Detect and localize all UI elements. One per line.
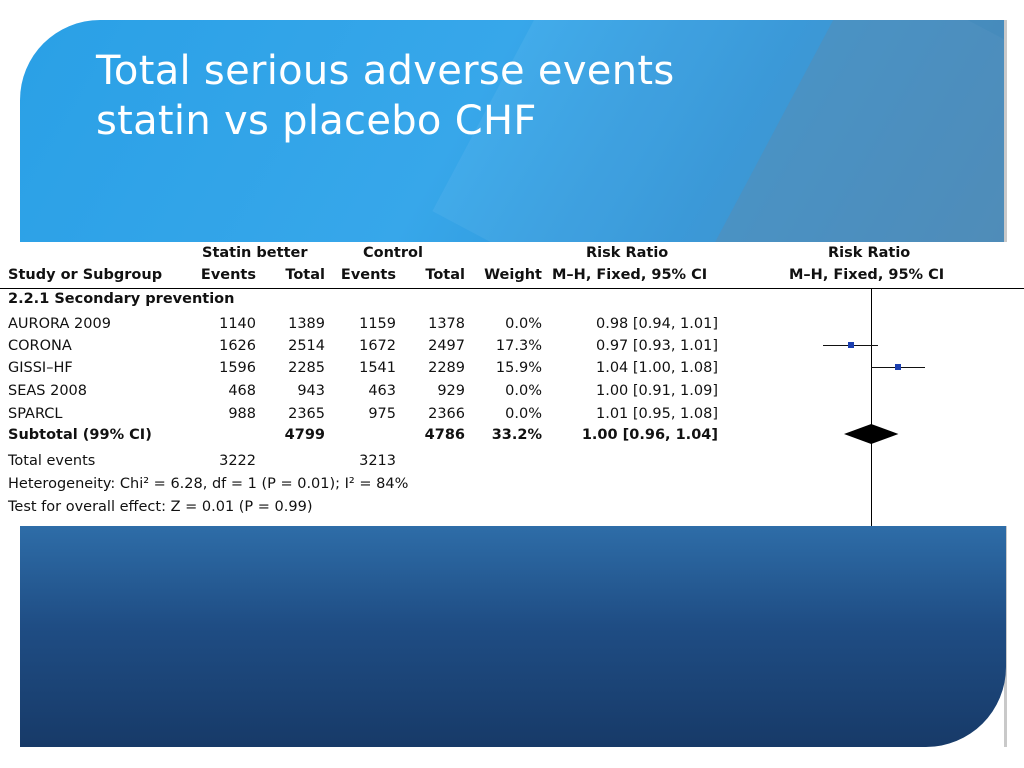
null-effect-line — [871, 288, 872, 526]
header-control: Control — [363, 245, 423, 261]
weight: 0.0% — [505, 383, 542, 399]
slide-title-line2: statin vs placebo CHF — [96, 98, 537, 144]
subtotal-total-control: 4786 — [424, 427, 465, 443]
study-name: SPARCL — [8, 406, 63, 422]
total-events-label: Total events — [8, 453, 96, 469]
total-statin: 2514 — [288, 338, 325, 354]
header-risk-ratio-plot: Risk Ratio — [828, 245, 911, 261]
total-statin: 2285 — [288, 360, 325, 376]
header-total-statin: Total — [285, 267, 325, 283]
events-statin: 1140 — [219, 316, 256, 332]
subtotal-total-statin: 4799 — [284, 427, 325, 443]
total-control: 929 — [437, 383, 465, 399]
total-control: 2366 — [428, 406, 465, 422]
events-control: 1541 — [359, 360, 396, 376]
total-statin: 1389 — [288, 316, 325, 332]
risk-ratio-ci: 1.04 [1.00, 1.08] — [596, 360, 718, 376]
events-statin: 1626 — [219, 338, 256, 354]
events-control: 463 — [368, 383, 396, 399]
header-risk-ratio-column: Risk Ratio — [586, 245, 669, 261]
total-control: 2497 — [428, 338, 465, 354]
study-name: AURORA 2009 — [8, 316, 111, 332]
weight: 15.9% — [495, 360, 542, 376]
weight: 0.0% — [505, 316, 542, 332]
total-events-control: 3213 — [359, 453, 396, 469]
risk-ratio-ci: 1.00 [0.91, 1.09] — [596, 383, 718, 399]
slide-footer-background — [20, 526, 1006, 747]
header-events-statin: Events — [200, 267, 256, 283]
weight: 0.0% — [505, 406, 542, 422]
heterogeneity-text: Heterogeneity: Chi² = 6.28, df = 1 (P = … — [8, 476, 409, 492]
total-statin: 2365 — [288, 406, 325, 422]
risk-ratio-ci: 0.98 [0.94, 1.01] — [596, 316, 718, 332]
events-statin: 468 — [228, 383, 256, 399]
risk-ratio-ci: 0.97 [0.93, 1.01] — [596, 338, 718, 354]
total-statin: 943 — [297, 383, 325, 399]
total-events-statin: 3222 — [219, 453, 256, 469]
subtotal-label: Subtotal (99% CI) — [8, 427, 152, 443]
study-name: GISSI–HF — [8, 360, 73, 376]
total-control: 2289 — [428, 360, 465, 376]
decorative-band — [904, 526, 1006, 747]
slide-title-line1: Total serious adverse events — [96, 48, 675, 94]
events-statin: 1596 — [219, 360, 256, 376]
study-name: SEAS 2008 — [8, 383, 87, 399]
overall-effect-text: Test for overall effect: Z = 0.01 (P = 0… — [8, 499, 313, 515]
header-divider — [0, 288, 1024, 289]
point-estimate-marker — [847, 342, 854, 348]
header-method-column: M–H, Fixed, 95% CI — [552, 267, 708, 283]
subtotal-diamond — [843, 424, 899, 444]
subtotal-ci: 1.00 [0.96, 1.04] — [581, 427, 718, 443]
subtotal-weight: 33.2% — [491, 427, 542, 443]
events-control: 975 — [368, 406, 396, 422]
subgroup-heading: 2.2.1 Secondary prevention — [8, 291, 235, 307]
header-study: Study or Subgroup — [8, 267, 163, 283]
events-control: 1159 — [359, 316, 396, 332]
risk-ratio-ci: 1.01 [0.95, 1.08] — [596, 406, 718, 422]
header-statin-better: Statin better — [202, 245, 308, 261]
study-name: CORONA — [8, 338, 72, 354]
header-weight: Weight — [484, 267, 542, 283]
slide-title: Total serious adverse events statin vs p… — [96, 46, 896, 146]
events-statin: 988 — [228, 406, 256, 422]
point-estimate-marker — [895, 364, 902, 370]
header-method-plot: M–H, Fixed, 95% CI — [789, 267, 945, 283]
slide-header-background: Total serious adverse events statin vs p… — [20, 20, 1006, 242]
header-events-control: Events — [340, 267, 396, 283]
total-control: 1378 — [428, 316, 465, 332]
weight: 17.3% — [495, 338, 542, 354]
events-control: 1672 — [359, 338, 396, 354]
forest-plot-panel: Statin better Control Risk Ratio Risk Ra… — [0, 242, 1024, 526]
header-total-control: Total — [425, 267, 465, 283]
